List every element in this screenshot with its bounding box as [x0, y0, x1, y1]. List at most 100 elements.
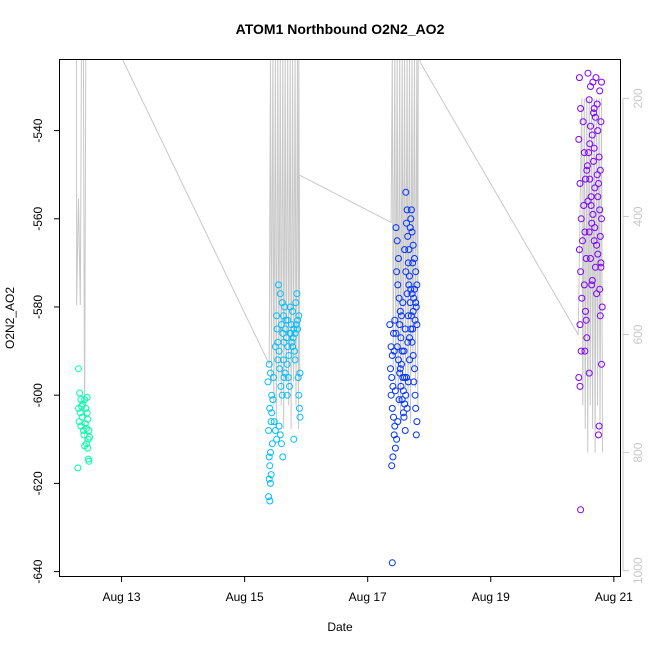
- data-point: [410, 294, 418, 302]
- data-point: [265, 427, 273, 434]
- data-point: [277, 382, 285, 390]
- data-point: [86, 433, 93, 441]
- data-point: [598, 215, 605, 223]
- data-point: [596, 206, 604, 214]
- data-point: [295, 404, 303, 412]
- data-point: [386, 321, 394, 329]
- y-axis-label: O2N2_AO2: [3, 287, 17, 349]
- data-point: [590, 109, 597, 117]
- data-point: [283, 391, 291, 399]
- data-point: [388, 352, 396, 359]
- data-point: [596, 285, 604, 293]
- data-point: [388, 462, 396, 470]
- data-point: [267, 471, 275, 479]
- data-point: [296, 369, 304, 377]
- data-point: [412, 431, 420, 439]
- data-point: [387, 391, 395, 399]
- data-point: [581, 347, 589, 355]
- data-point: [402, 188, 410, 196]
- data-point: [404, 378, 412, 386]
- data-point: [593, 171, 601, 179]
- data-point: [406, 224, 414, 232]
- data-point: [579, 237, 586, 245]
- data-point: [594, 193, 602, 201]
- data-point: [409, 259, 417, 267]
- data-point: [267, 449, 274, 456]
- data-point: [390, 329, 397, 337]
- data-point: [396, 369, 404, 377]
- data-point: [279, 356, 287, 364]
- data-point: [579, 118, 587, 126]
- data-point: [265, 360, 273, 368]
- data-point: [393, 435, 401, 443]
- data-point: [577, 347, 585, 355]
- data-point: [594, 250, 602, 258]
- data-point: [276, 290, 284, 298]
- data-point: [577, 215, 585, 223]
- data-point: [412, 299, 420, 307]
- data-point: [581, 228, 589, 236]
- data-point: [411, 255, 418, 262]
- data-point: [391, 387, 399, 395]
- data-point: [288, 338, 296, 346]
- data-point: [286, 382, 293, 390]
- secondary-tick-label: 400: [631, 206, 645, 226]
- data-point: [399, 409, 407, 417]
- data-points: [74, 69, 606, 567]
- data-point: [407, 312, 415, 320]
- data-point: [77, 396, 85, 404]
- data-point: [292, 299, 300, 307]
- data-point: [413, 321, 421, 329]
- data-point: [588, 219, 596, 227]
- data-point: [580, 149, 588, 157]
- data-point: [264, 378, 272, 386]
- data-point: [273, 325, 281, 333]
- data-point: [412, 404, 420, 412]
- data-point: [587, 255, 594, 262]
- data-point: [393, 268, 401, 276]
- data-point: [395, 255, 402, 262]
- data-point: [398, 396, 406, 404]
- data-point: [394, 418, 402, 426]
- data-point: [395, 356, 402, 364]
- data-point: [265, 453, 273, 461]
- data-point: [578, 294, 586, 302]
- data-point: [598, 303, 606, 311]
- data-point: [597, 259, 605, 267]
- data-point: [594, 127, 602, 135]
- data-point: [75, 418, 83, 426]
- depth-trace-line: [76, 60, 603, 453]
- data-point: [266, 497, 274, 505]
- data-point: [584, 197, 592, 205]
- data-point: [407, 215, 415, 223]
- data-point: [593, 100, 601, 108]
- data-point: [388, 559, 396, 567]
- data-point: [387, 365, 394, 373]
- data-point: [409, 307, 417, 315]
- data-point: [400, 347, 408, 355]
- data-point: [75, 365, 82, 373]
- data-point: [591, 113, 599, 121]
- data-point: [585, 228, 593, 236]
- data-point: [76, 409, 84, 417]
- data-point: [83, 424, 90, 432]
- data-point: [291, 356, 299, 364]
- data-point: [295, 312, 303, 320]
- data-point: [408, 290, 416, 298]
- data-point: [267, 418, 275, 426]
- data-point: [577, 268, 585, 276]
- data-point: [580, 281, 588, 289]
- data-point: [575, 374, 583, 381]
- data-point: [404, 259, 412, 267]
- data-point: [576, 321, 584, 329]
- data-point: [392, 224, 400, 232]
- data-point: [591, 184, 599, 192]
- data-point: [282, 316, 290, 324]
- data-point: [266, 404, 274, 412]
- x-tick-label: Aug 15: [226, 590, 264, 604]
- data-point: [575, 246, 583, 254]
- data-point: [270, 418, 278, 426]
- data-point: [393, 237, 401, 245]
- data-point: [411, 391, 419, 399]
- data-point: [595, 431, 602, 439]
